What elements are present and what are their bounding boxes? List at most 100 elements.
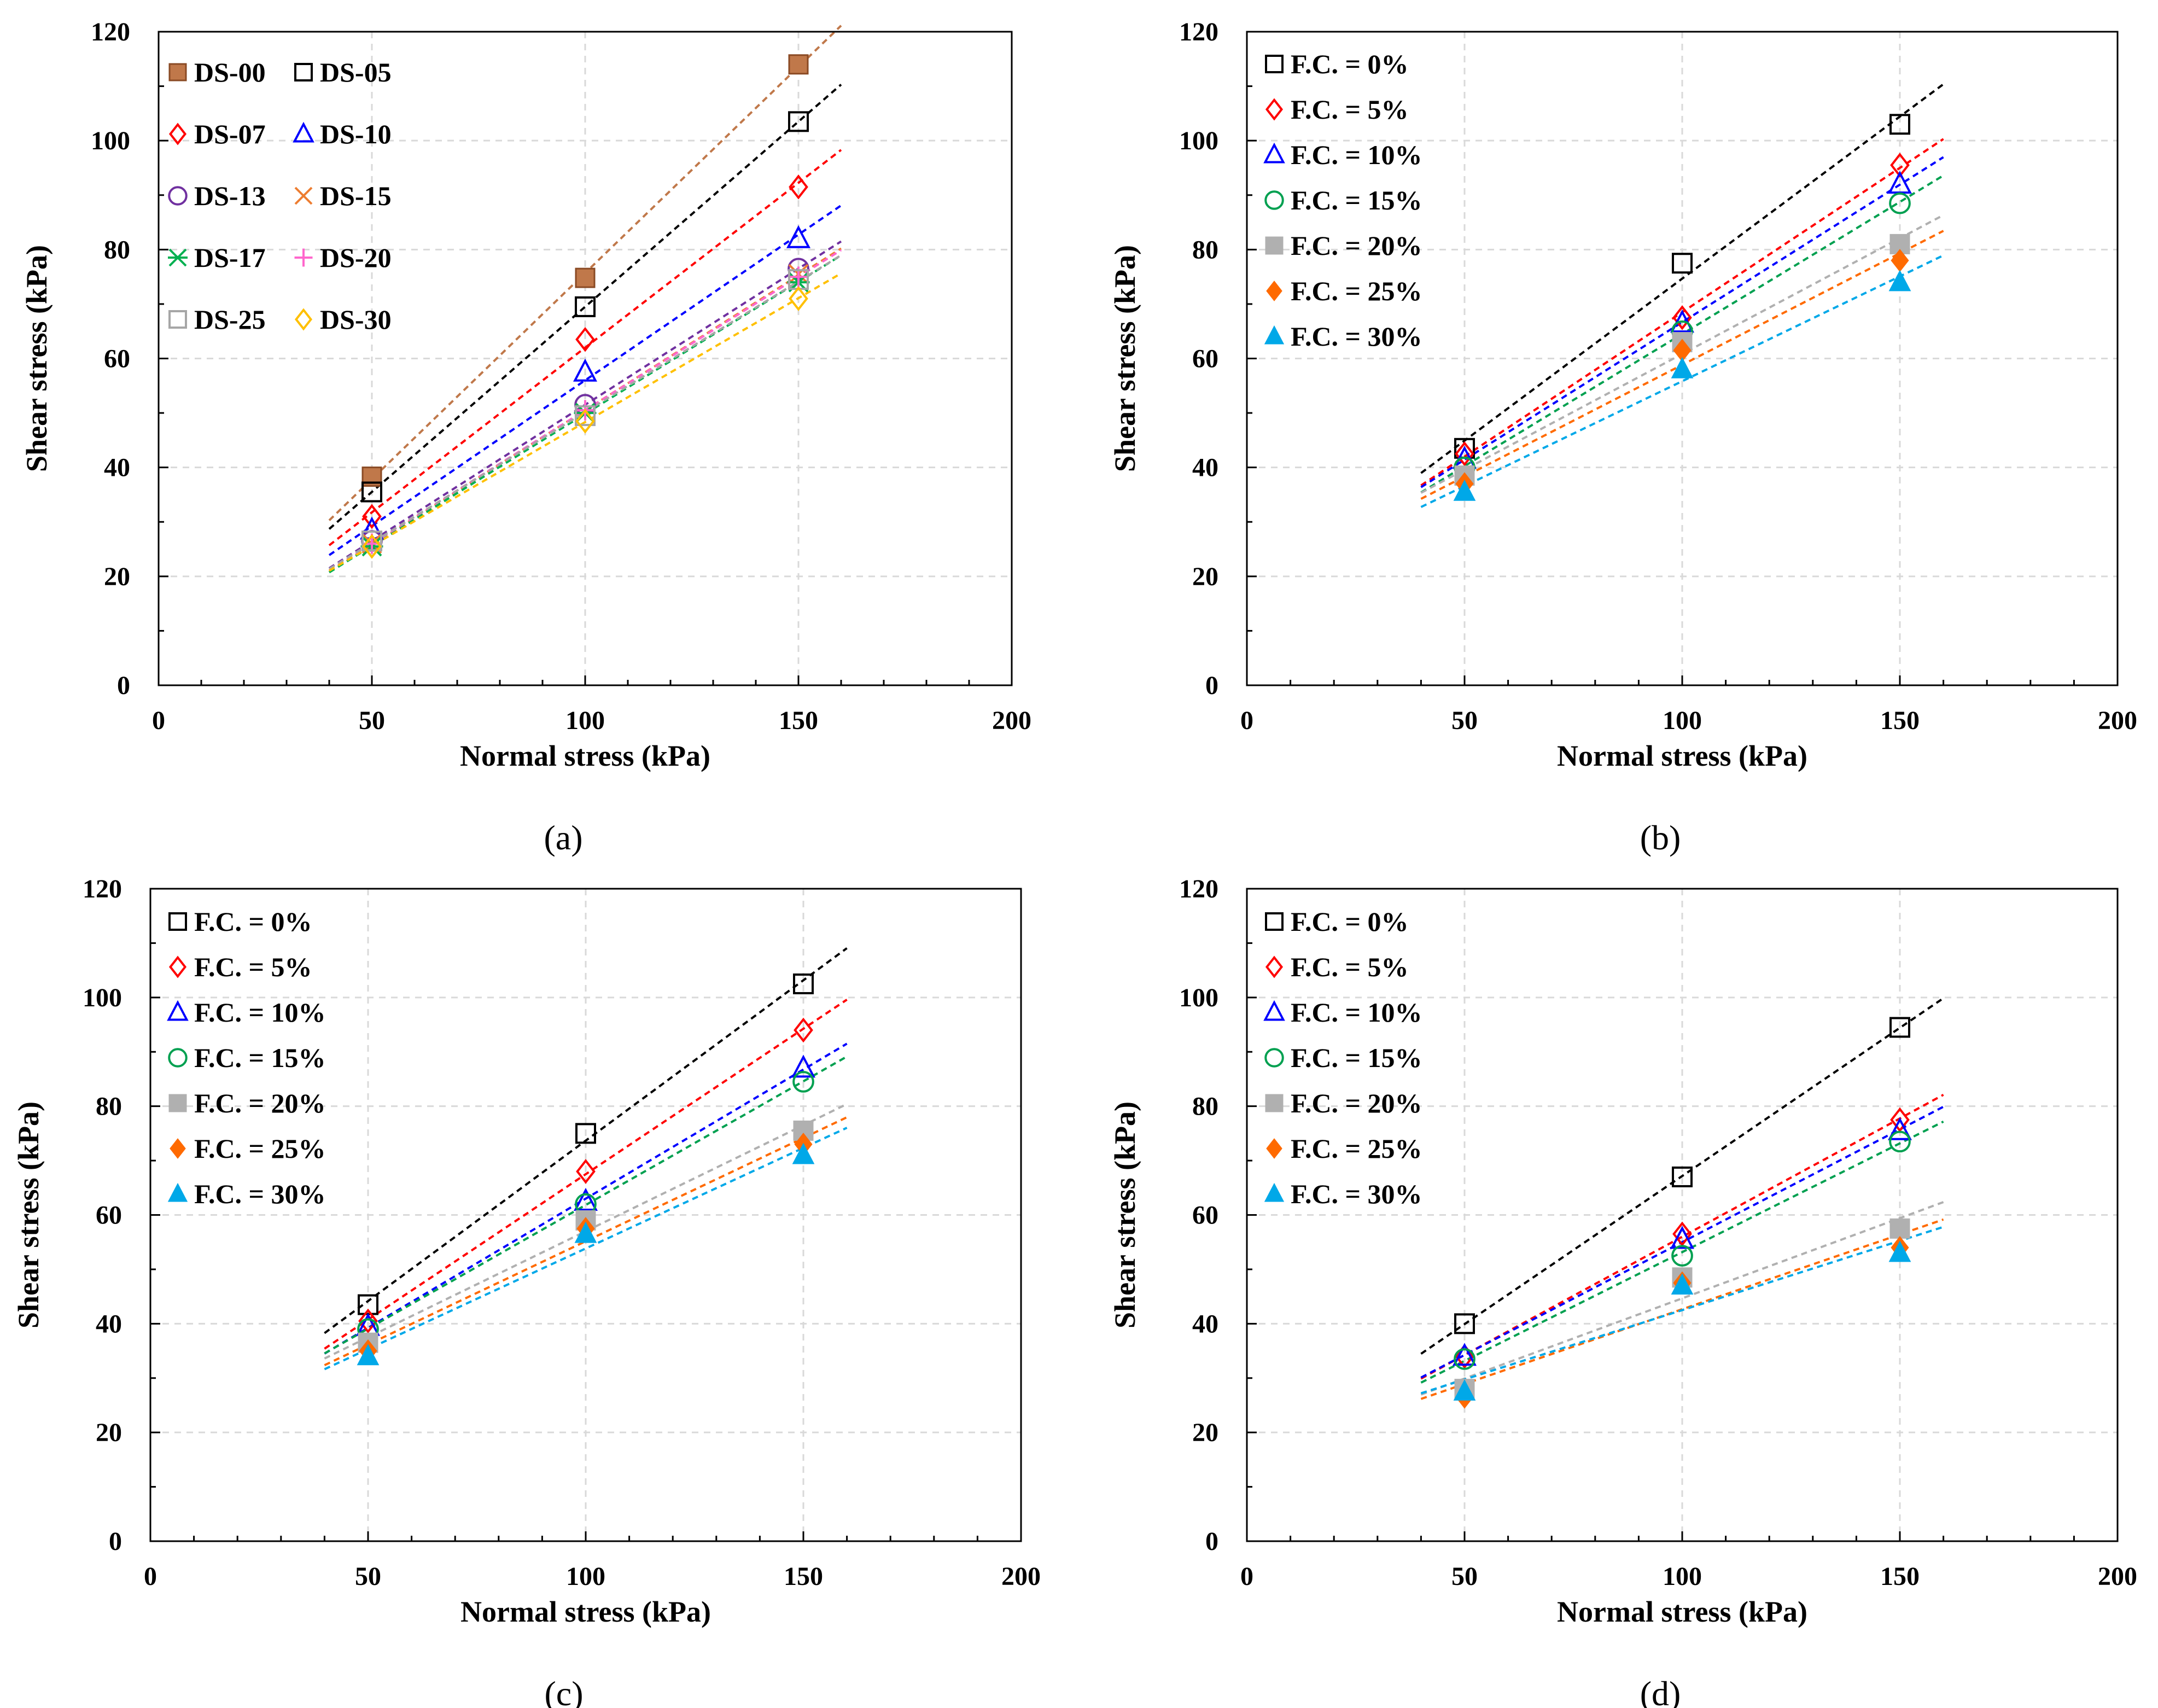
legend-marker-f-c-15	[168, 1048, 188, 1068]
legend-label-ds-30: DS-30	[320, 304, 392, 335]
y-tick-label: 0	[1205, 1527, 1218, 1556]
legend-label-f-c-5: F.C. = 5%	[1291, 94, 1409, 125]
x-tick-label: 100	[566, 1562, 605, 1591]
legend-marker-f-c-30	[1264, 325, 1285, 345]
legend-marker-f-c-10	[1263, 142, 1285, 164]
y-tick-label: 40	[1192, 453, 1218, 482]
point-f-c-5	[358, 1308, 378, 1334]
point-f-c-30	[1453, 1379, 1476, 1401]
panel-d-gridlines	[1247, 889, 2118, 1541]
trendline-f-c-30	[1420, 254, 1944, 508]
x-tick-label: 0	[1240, 706, 1253, 735]
point-ds-05	[361, 481, 382, 503]
y-tick-label: 0	[1205, 671, 1218, 700]
point-ds-07	[789, 174, 808, 200]
point-f-c-0	[793, 973, 814, 994]
legend-marker-f-c-15	[1264, 190, 1284, 210]
x-tick-label: 200	[1001, 1562, 1041, 1591]
trendline-f-c-10	[1420, 156, 1944, 488]
point-f-c-15	[1889, 1130, 1911, 1153]
y-tick-label: 60	[1192, 1201, 1218, 1230]
legend-label-f-c-0: F.C. = 0%	[1291, 906, 1409, 937]
legend-marker-f-c-10	[167, 1000, 189, 1021]
point-f-c-15	[1454, 1348, 1475, 1370]
point-ds-05	[575, 296, 596, 317]
y-tick-label: 120	[1179, 875, 1218, 903]
legend-marker-f-c-20	[1265, 236, 1284, 255]
y-tick-label: 60	[96, 1201, 122, 1230]
x-tick-label: 200	[2098, 706, 2137, 735]
legend-marker-ds-25	[168, 310, 187, 329]
y-tick-label: 40	[96, 1309, 122, 1338]
y-tick-label: 60	[1192, 345, 1218, 374]
trendline-f-c-0	[1420, 997, 1944, 1355]
point-ds-07	[362, 504, 382, 529]
x-tick-label: 200	[992, 706, 1031, 735]
legend-label-f-c-20: F.C. = 20%	[194, 1088, 326, 1118]
legend-label-f-c-25: F.C. = 25%	[1291, 1133, 1422, 1164]
legend-marker-ds-07	[168, 123, 187, 145]
legend-marker-f-c-25	[170, 1138, 186, 1159]
panel-d-caption: (d)	[1640, 1674, 1681, 1708]
point-f-c-30	[357, 1344, 380, 1366]
legend-label-ds-17: DS-17	[194, 242, 266, 273]
point-ds-07	[575, 327, 595, 352]
legend-label-f-c-5: F.C. = 5%	[1291, 952, 1409, 982]
legend-marker-f-c-0	[1265, 912, 1284, 931]
y-tick-label: 20	[1192, 1418, 1218, 1447]
x-tick-label: 200	[2098, 1562, 2137, 1591]
point-f-c-30	[1671, 357, 1694, 378]
x-tick-label: 150	[1880, 706, 1920, 735]
y-tick-label: 120	[91, 18, 130, 46]
y-tick-label: 120	[1179, 18, 1218, 46]
legend-marker-ds-10	[293, 121, 314, 143]
trendline-ds-05	[328, 84, 842, 530]
point-f-c-15	[1671, 1245, 1693, 1267]
point-ds-10	[786, 225, 811, 248]
trendline-f-c-15	[324, 1056, 848, 1355]
legend-label-f-c-25: F.C. = 25%	[1291, 276, 1422, 306]
point-f-c-30	[792, 1142, 815, 1164]
trendline-f-c-0	[324, 947, 848, 1334]
legend-marker-ds-00	[168, 63, 187, 81]
x-tick-label: 150	[784, 1562, 823, 1591]
legend-label-ds-20: DS-20	[320, 242, 392, 273]
panel-d-trendlines	[1420, 997, 1944, 1400]
panel-c-trendlines	[324, 947, 848, 1371]
legend-label-f-c-10: F.C. = 10%	[1291, 997, 1422, 1028]
panel-a-chart: 0 20 40 60 80 100 120 0 50 100 150 200 Normal stress…	[20, 18, 1031, 857]
legend-label-ds-13: DS-13	[194, 180, 266, 211]
y-tick-label: 100	[83, 983, 122, 1012]
x-tick-label: 150	[1880, 1562, 1920, 1591]
point-f-c-10	[1452, 1343, 1477, 1366]
point-f-c-0	[1889, 1017, 1910, 1038]
panel-c-chart: 0 20 40 60 80 100 120 0 50 100 150 200 Normal stress…	[12, 875, 1041, 1708]
x-tick-label: 0	[1240, 1562, 1253, 1591]
legend-marker-f-c-25	[1266, 281, 1282, 301]
point-f-c-5	[794, 1017, 813, 1043]
panel-d-markers	[1452, 1017, 1912, 1409]
point-f-c-5	[1672, 305, 1692, 330]
x-tick-label: 100	[565, 706, 605, 735]
point-f-c-30	[1453, 479, 1476, 501]
x-tick-label: 100	[1663, 706, 1702, 735]
panel-a-ticks	[158, 31, 1013, 686]
panel-a-y-axis-title: Shear stress (kPa)	[20, 245, 53, 472]
x-tick-label: 50	[1451, 1562, 1478, 1591]
y-tick-label: 0	[117, 671, 130, 700]
x-tick-label: 150	[779, 706, 818, 735]
point-f-c-30	[1888, 270, 1911, 292]
y-tick-label: 0	[109, 1527, 122, 1556]
legend-marker-ds-15	[294, 186, 313, 205]
legend-marker-ds-13	[168, 186, 188, 206]
legend-label-ds-07: DS-07	[194, 119, 266, 149]
legend-label-f-c-25: F.C. = 25%	[194, 1133, 326, 1164]
panel-b-x-axis-title: Normal stress (kPa)	[1557, 739, 1807, 772]
legend-label-f-c-10: F.C. = 10%	[194, 997, 326, 1028]
legend-marker-f-c-25	[1266, 1138, 1282, 1159]
legend-marker-f-c-5	[1265, 955, 1284, 978]
point-f-c-0	[575, 1123, 596, 1144]
trendline-f-c-10	[324, 1042, 848, 1355]
panel-c-caption: (c)	[544, 1674, 583, 1708]
